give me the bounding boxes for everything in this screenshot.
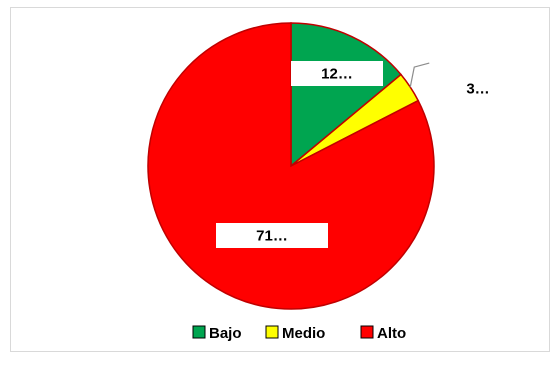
legend-swatch <box>360 325 374 339</box>
legend-label: Medio <box>282 325 325 342</box>
legend-label: Bajo <box>209 325 242 342</box>
data-label-text: 3… <box>466 81 489 98</box>
leader-line <box>409 62 430 88</box>
legend-swatch <box>265 325 279 339</box>
data-label-text: 71… <box>256 228 288 245</box>
legend-item-medio: Medio <box>265 325 325 342</box>
legend-label: Alto <box>377 325 406 342</box>
legend-item-bajo: Bajo <box>192 325 242 342</box>
data-label-bajo: 12… <box>291 61 383 86</box>
data-label-text: 12… <box>321 66 353 83</box>
legend-item-alto: Alto <box>360 325 406 342</box>
pie-slice-bajo <box>290 22 402 168</box>
data-label-alto: 71… <box>216 223 328 248</box>
data-label-medio: 3… <box>466 81 489 98</box>
data-label-box <box>291 61 383 86</box>
legend-swatch <box>192 325 206 339</box>
data-label-box <box>216 223 328 248</box>
